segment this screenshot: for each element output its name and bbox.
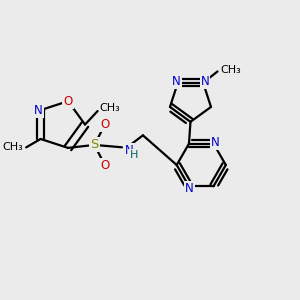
Text: O: O bbox=[63, 95, 73, 108]
Text: N: N bbox=[211, 136, 220, 149]
Text: CH₃: CH₃ bbox=[220, 64, 241, 75]
Text: S: S bbox=[90, 138, 99, 152]
Text: N: N bbox=[125, 144, 134, 158]
Text: O: O bbox=[100, 118, 110, 131]
Text: O: O bbox=[100, 159, 110, 172]
Text: N: N bbox=[185, 182, 194, 194]
Text: H: H bbox=[130, 150, 138, 160]
Text: N: N bbox=[34, 103, 43, 117]
Text: CH₃: CH₃ bbox=[2, 142, 23, 152]
Text: N: N bbox=[172, 75, 181, 88]
Text: CH₃: CH₃ bbox=[99, 103, 120, 113]
Text: N: N bbox=[201, 75, 209, 88]
